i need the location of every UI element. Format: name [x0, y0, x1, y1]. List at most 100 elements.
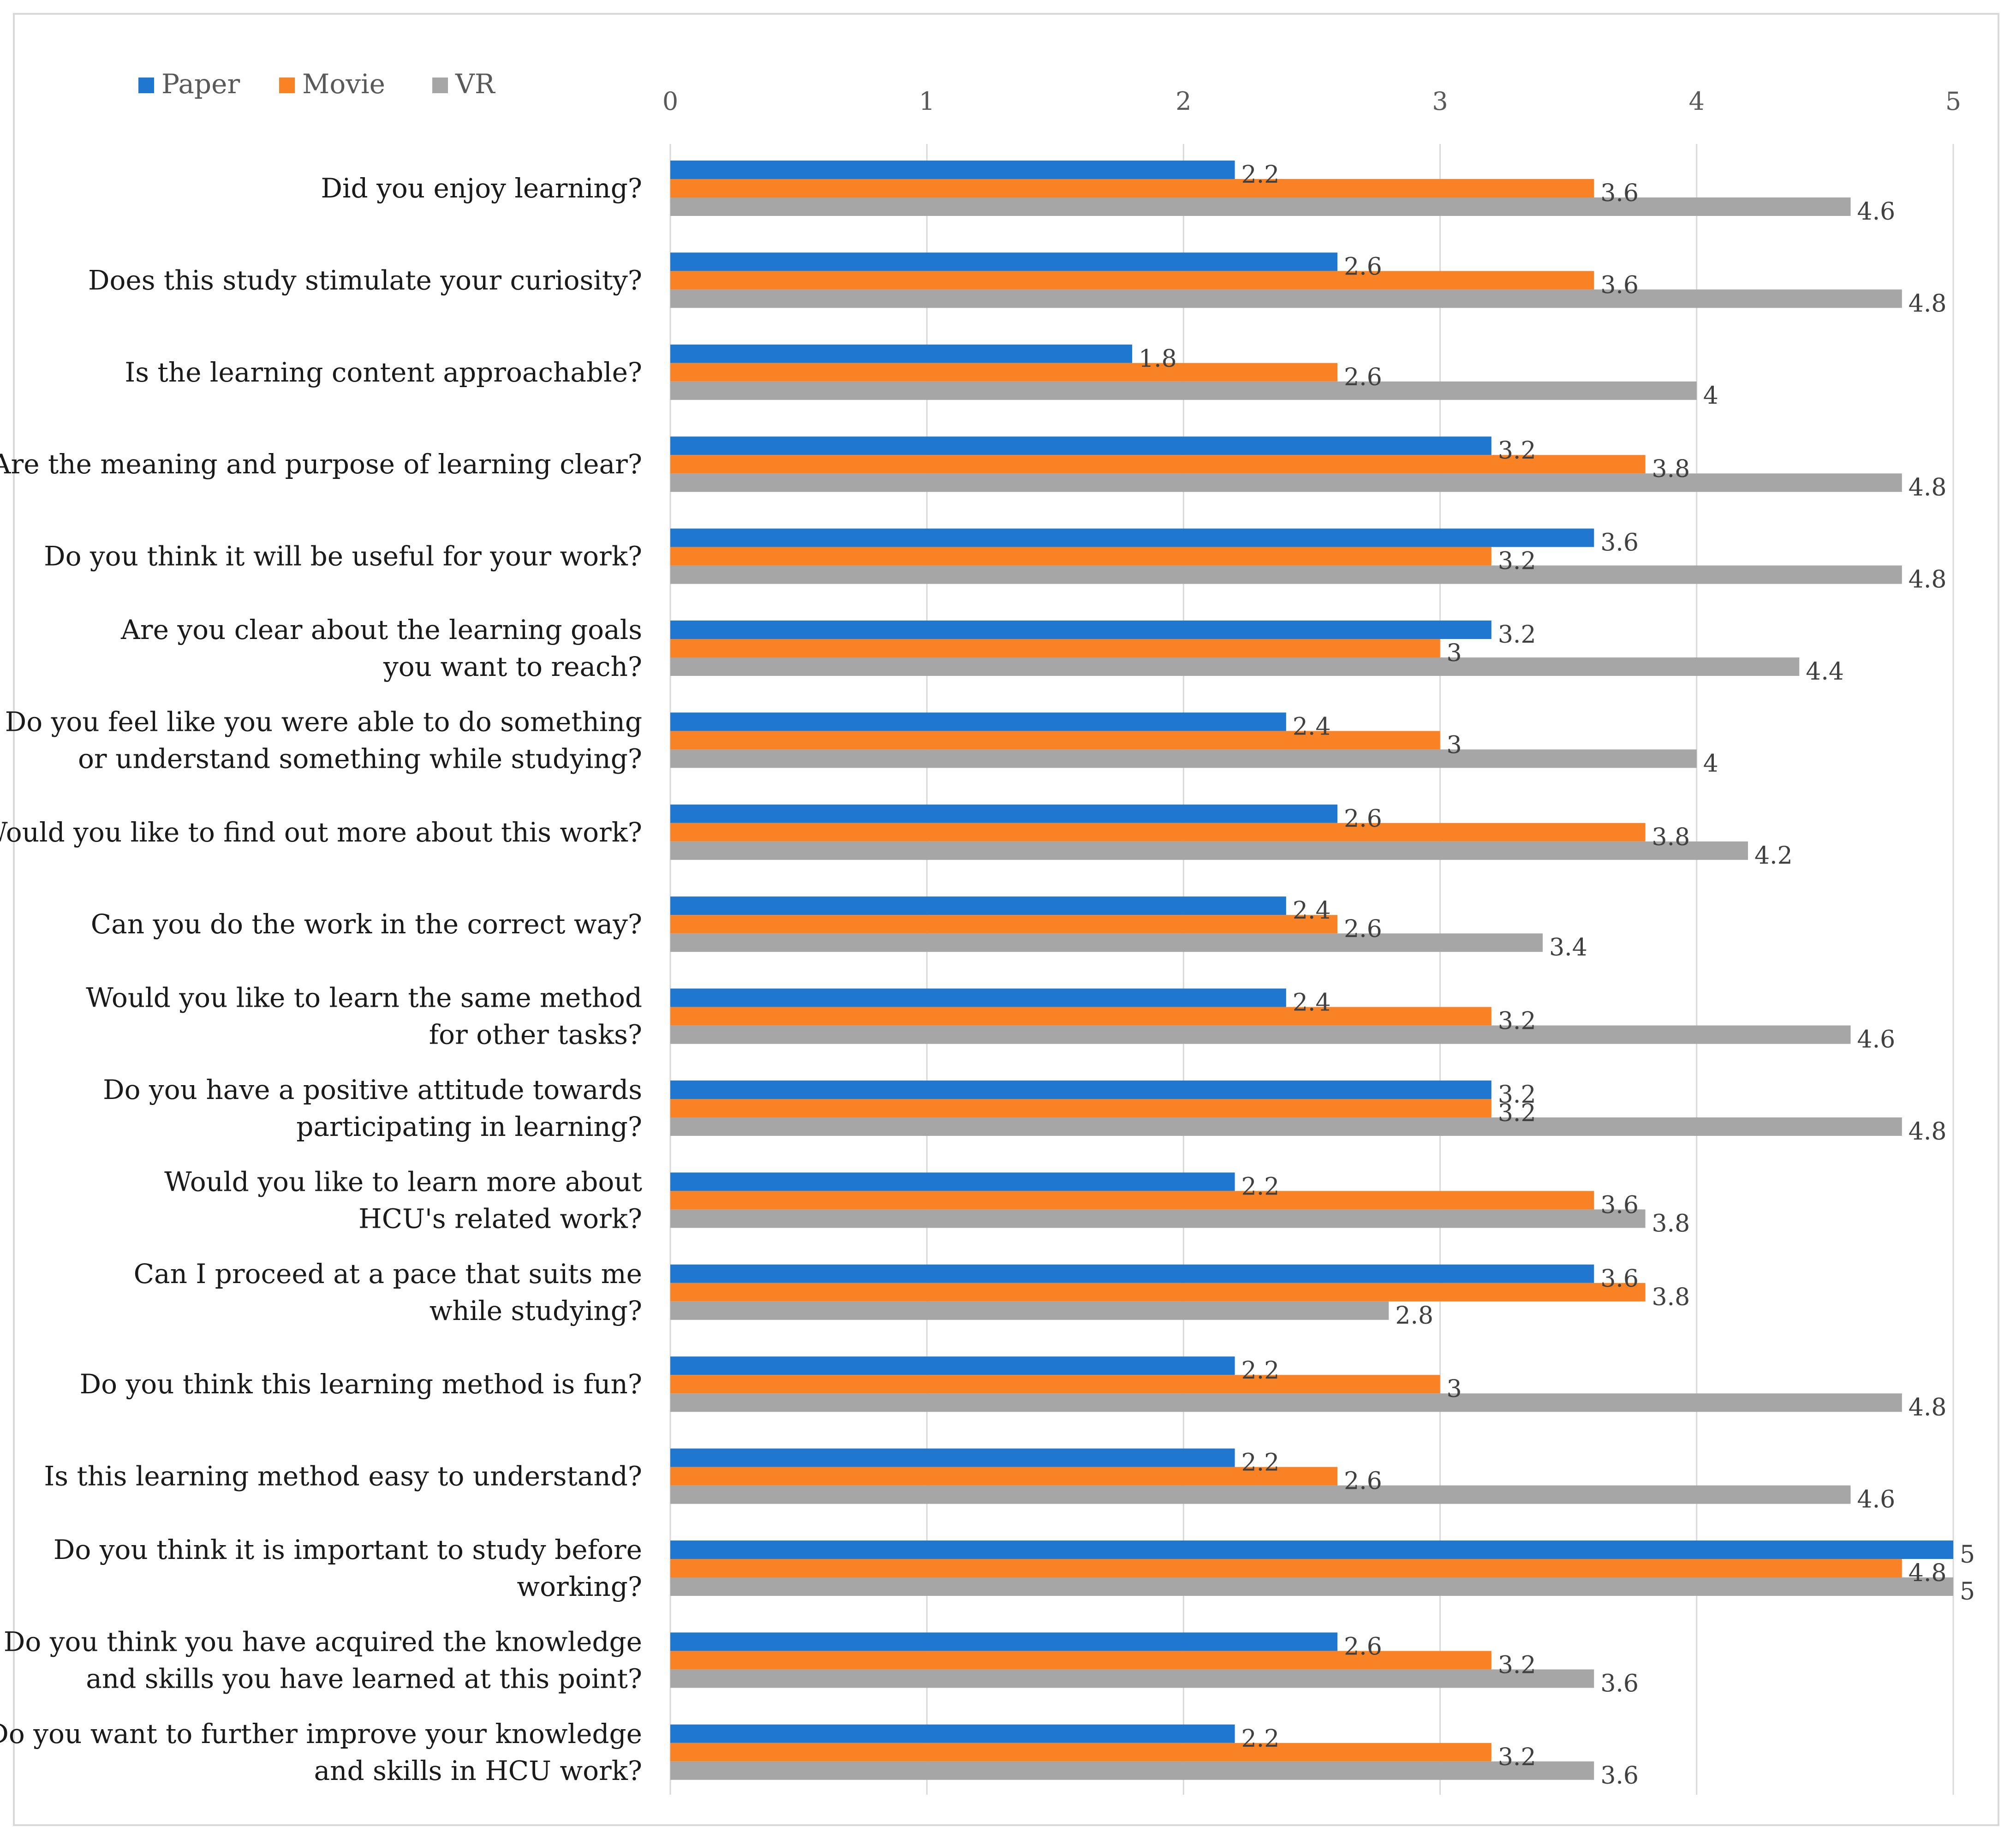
bar-paper	[670, 621, 1491, 639]
bar-vr	[670, 381, 1697, 400]
data-label-vr: 4.8	[1909, 1118, 1947, 1146]
category-label: and skills in HCU work?	[314, 1755, 642, 1786]
legend-swatch-vr	[432, 78, 448, 93]
bar-paper	[670, 1172, 1235, 1191]
bar-movie	[670, 1651, 1491, 1670]
data-label-paper: 2.4	[1293, 897, 1331, 925]
bar-paper	[670, 1081, 1491, 1099]
bar-movie	[670, 1191, 1594, 1210]
bar-paper	[670, 1448, 1235, 1467]
bar-paper	[670, 252, 1338, 271]
data-label-movie: 2.6	[1344, 364, 1382, 391]
category-label: HCU's related work?	[358, 1203, 642, 1234]
bar-vr	[670, 289, 1902, 308]
bar-vr	[670, 1485, 1851, 1504]
bar-vr	[670, 1117, 1902, 1136]
x-tick-label: 1	[919, 87, 935, 116]
data-label-movie: 2.6	[1344, 915, 1382, 943]
category-label: Do you want to further improve your know…	[0, 1718, 642, 1749]
data-label-paper: 2.2	[1241, 1173, 1280, 1200]
data-label-paper: 2.2	[1241, 1449, 1280, 1477]
category-label: Are you clear about the learning goals	[120, 614, 642, 645]
bar-vr	[670, 1209, 1646, 1228]
data-label-vr: 4.6	[1857, 1486, 1896, 1514]
category-label: Would you like to learn more about	[164, 1166, 642, 1197]
x-tick-label: 5	[1945, 87, 1961, 116]
data-label-movie: 3	[1447, 731, 1462, 759]
bar-vr	[670, 1577, 1953, 1596]
bar-paper	[670, 436, 1491, 455]
category-label: Do you have a positive attitude towards	[103, 1074, 642, 1105]
bar-paper	[670, 804, 1338, 823]
legend-label-paper: Paper	[161, 68, 240, 100]
bar-movie	[670, 1007, 1491, 1026]
bar-movie	[670, 823, 1646, 842]
category-labels: Did you enjoy learning? Does this study s…	[0, 173, 642, 1786]
data-label-paper: 1.8	[1139, 345, 1177, 373]
category-label: or understand something while studying?	[78, 743, 642, 774]
bar-paper	[670, 1264, 1594, 1283]
data-label-vr: 4.2	[1754, 842, 1793, 870]
data-label-vr: 4.8	[1909, 1394, 1947, 1421]
bar-paper	[670, 712, 1286, 731]
data-label-movie: 3.2	[1498, 1008, 1536, 1035]
gridlines	[669, 144, 1954, 1795]
data-label-vr: 4.4	[1806, 658, 1844, 686]
data-label-movie: 3.2	[1498, 1651, 1536, 1679]
data-label-paper: 3.2	[1498, 437, 1536, 465]
bar-movie	[670, 1467, 1338, 1486]
bar-paper	[670, 344, 1133, 363]
bar-paper	[670, 988, 1286, 1007]
data-label-paper: 3.6	[1600, 1265, 1639, 1293]
data-label-movie: 3.8	[1652, 824, 1690, 851]
category-label: and skills you have learned at this poin…	[86, 1663, 642, 1694]
bar-vr	[670, 197, 1851, 216]
bar-vr	[670, 1669, 1594, 1688]
bar-vr	[670, 841, 1748, 860]
bar-paper	[670, 1356, 1235, 1375]
data-labels: 2.2 3.6 4.6 2.6 3.6 4.8 1.8 2.6 4 3.2 3.8 4.8 3.6 3.2…	[1139, 161, 1975, 1790]
category-label: Can I proceed at a pace that suits me	[134, 1258, 642, 1290]
category-label: Do you think it will be useful for your …	[44, 541, 642, 572]
data-label-vr: 4	[1703, 382, 1718, 410]
category-label: Did you enjoy learning?	[321, 173, 642, 204]
bar-movie	[670, 1743, 1491, 1761]
legend-swatch-paper	[138, 78, 154, 93]
bar-movie	[670, 731, 1440, 750]
bar-movie	[670, 455, 1646, 474]
bar-paper	[670, 1540, 1953, 1559]
bar-vr	[670, 1025, 1851, 1044]
data-label-vr: 4.6	[1857, 1026, 1896, 1054]
category-label: you want to reach?	[383, 651, 642, 682]
category-label: Do you think it is important to study be…	[54, 1534, 642, 1565]
bar-vr	[670, 473, 1902, 492]
x-tick-label: 3	[1432, 87, 1448, 116]
data-label-vr: 2.8	[1395, 1302, 1433, 1330]
data-label-paper: 5	[1960, 1541, 1975, 1569]
category-label: Are the meaning and purpose of learning …	[0, 448, 642, 480]
data-label-vr: 4.8	[1909, 474, 1947, 502]
data-label-paper: 2.6	[1344, 805, 1382, 833]
category-label: working?	[517, 1571, 642, 1602]
data-label-vr: 3.4	[1549, 934, 1587, 961]
bar-movie	[670, 271, 1594, 290]
legend-label-movie: Movie	[302, 68, 385, 100]
data-label-movie: 3	[1447, 1375, 1462, 1403]
bar-vr	[670, 933, 1543, 952]
data-label-paper: 2.2	[1241, 1725, 1280, 1753]
category-label: for other tasks?	[429, 1019, 642, 1051]
bar-movie	[670, 915, 1338, 934]
data-label-vr: 3.8	[1652, 1210, 1690, 1237]
bar-paper	[670, 1632, 1338, 1651]
bar-vr	[670, 1393, 1902, 1412]
category-label: Would you like to find out more about th…	[0, 817, 642, 848]
data-label-movie: 3.8	[1652, 455, 1690, 483]
x-tick-label: 0	[662, 87, 678, 116]
bar-vr	[670, 1761, 1594, 1780]
data-label-movie: 3.6	[1600, 271, 1639, 299]
bar-vr	[670, 657, 1800, 676]
data-label-vr: 4.8	[1909, 566, 1947, 594]
category-label: Do you think this learning method is fun…	[80, 1368, 642, 1400]
data-label-paper: 3.2	[1498, 621, 1536, 649]
